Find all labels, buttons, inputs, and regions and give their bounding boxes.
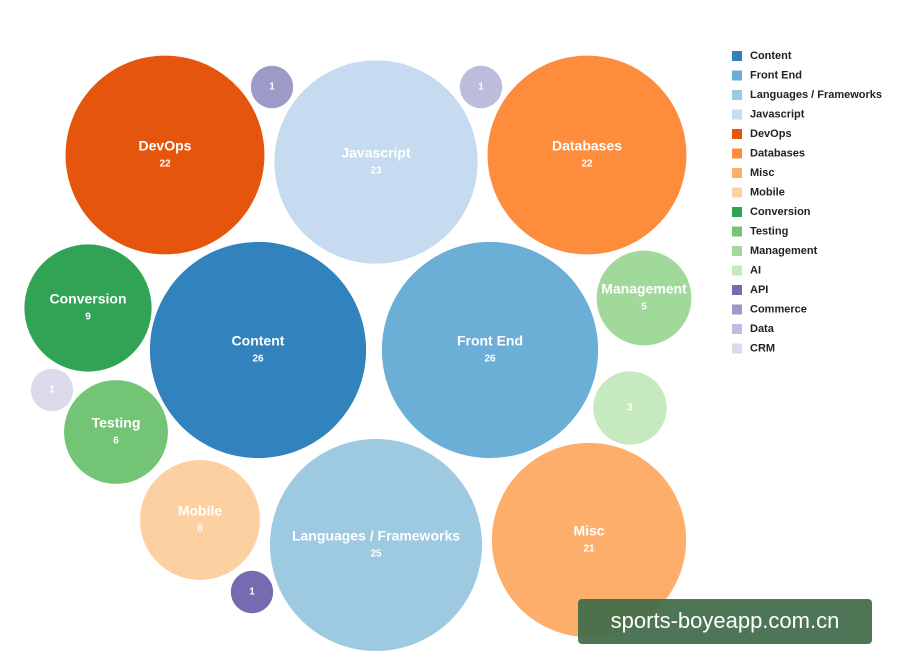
bubble <box>596 250 692 346</box>
bubble-label: Conversion <box>49 291 126 307</box>
bubble-value: 1 <box>478 82 484 93</box>
legend-swatch <box>732 109 742 120</box>
bubble <box>65 55 265 255</box>
bubble-label: Content <box>232 333 285 349</box>
legend-swatch <box>732 285 742 295</box>
legend-swatch <box>732 343 742 354</box>
bubble-value: 22 <box>159 159 171 170</box>
bubble <box>381 241 599 459</box>
bubble-label: DevOps <box>139 138 192 154</box>
legend-label: Databases <box>750 147 805 159</box>
bubble-value: 21 <box>583 544 595 555</box>
bubble-label: Mobile <box>178 503 223 519</box>
legend-label: Content <box>750 50 792 62</box>
bubble <box>459 65 503 109</box>
bubble-value: 26 <box>252 354 264 365</box>
bubble <box>64 380 168 484</box>
bubble-value: 6 <box>113 436 119 447</box>
legend-label: API <box>750 284 768 296</box>
legend-swatch <box>732 90 742 100</box>
bubble-label: Front End <box>457 333 523 349</box>
legend-swatch <box>732 51 742 61</box>
legend-label: Management <box>750 245 818 257</box>
legend-swatch <box>732 226 742 237</box>
legend-swatch <box>732 265 742 276</box>
bubble <box>140 460 260 580</box>
bubble <box>230 570 274 614</box>
legend-label: Misc <box>750 167 774 179</box>
bubble-value: 1 <box>269 82 275 93</box>
legend-label: Javascript <box>750 108 805 120</box>
bubble-label: Management <box>601 281 687 297</box>
bubble <box>487 55 687 255</box>
legend-swatch <box>732 168 742 178</box>
bubble <box>30 368 74 412</box>
watermark-box <box>578 599 872 644</box>
bubble-value: 3 <box>627 403 633 414</box>
bubble <box>250 65 294 109</box>
legend-label: Mobile <box>750 186 785 198</box>
legend-label: Conversion <box>750 206 811 218</box>
bubble <box>593 371 667 445</box>
bubble <box>274 60 478 264</box>
bubble-value: 1 <box>249 587 255 598</box>
bubble-value: 25 <box>370 549 382 560</box>
legend-label: Data <box>750 323 775 335</box>
bubble <box>149 241 367 459</box>
bubble-value: 8 <box>197 524 203 535</box>
bubble-label: Testing <box>92 415 141 431</box>
legend-swatch <box>732 246 742 256</box>
legend-swatch <box>732 207 742 217</box>
legend-swatch <box>732 70 742 81</box>
legend-label: AI <box>750 264 761 276</box>
legend-label: DevOps <box>750 128 792 140</box>
legend-swatch <box>732 324 742 334</box>
bubble-label: Misc <box>573 523 604 539</box>
bubble-value: 1 <box>49 385 55 396</box>
legend-swatch <box>732 304 742 315</box>
legend-label: CRM <box>750 342 775 354</box>
bubble <box>24 244 152 372</box>
watermark: sports-boyeapp.com.cn <box>611 608 840 633</box>
bubble <box>491 442 687 638</box>
legend-label: Front End <box>750 69 802 81</box>
bubble-label: Databases <box>552 138 622 154</box>
bubble-value: 9 <box>85 312 91 323</box>
bubble-label: Languages / Frameworks <box>292 528 460 544</box>
bubble-value: 5 <box>641 302 647 313</box>
bubble-value: 22 <box>581 159 593 170</box>
legend-label: Testing <box>750 225 788 237</box>
bubble-label: Javascript <box>341 145 411 161</box>
bubble <box>270 439 482 651</box>
bubble-value: 26 <box>484 354 496 365</box>
legend-swatch <box>732 129 742 139</box>
legend-swatch <box>732 148 742 159</box>
legend-label: Commerce <box>750 303 807 315</box>
legend-label: Languages / Frameworks <box>750 89 882 101</box>
bubble-value: 23 <box>370 166 382 177</box>
legend-swatch <box>732 187 742 198</box>
